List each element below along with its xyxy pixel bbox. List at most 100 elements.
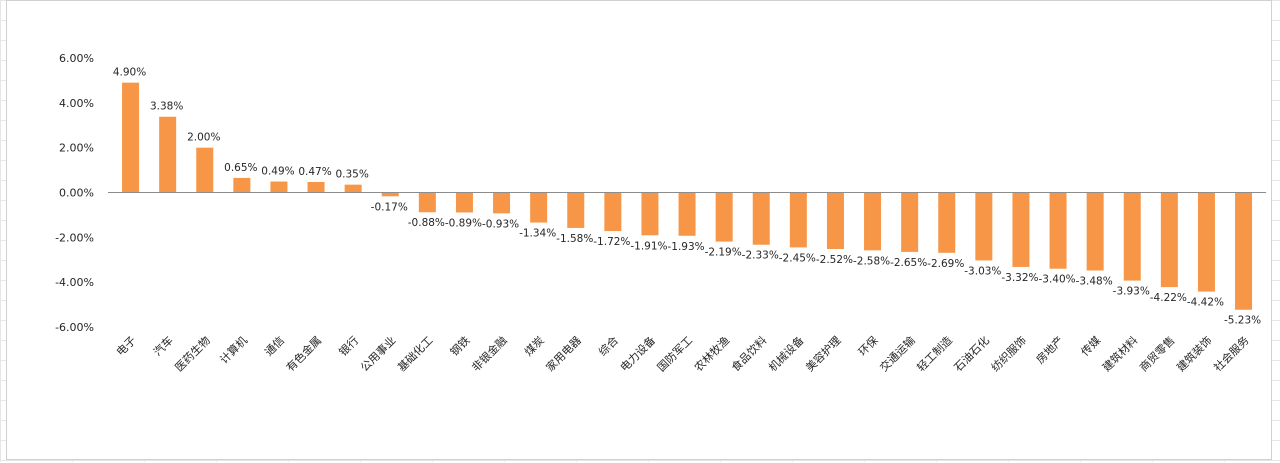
value-label: -2.69% xyxy=(927,258,964,270)
category-label: 建筑装饰 xyxy=(1174,333,1215,374)
bar-30[interactable] xyxy=(1235,192,1253,310)
y-tick-label: 6.00% xyxy=(59,52,94,65)
value-label: -0.89% xyxy=(445,217,482,229)
category-label: 商贸零售 xyxy=(1136,333,1177,374)
y-axis: 6.00% 4.00% 2.00% 0.00% -2.00% -4.00% -6.00% xyxy=(55,52,94,334)
value-label: -1.93% xyxy=(667,241,704,253)
bar-29[interactable] xyxy=(1197,192,1215,292)
bar-17[interactable] xyxy=(752,192,770,245)
bar-18[interactable] xyxy=(789,192,807,248)
bar-chart: 6.00% 4.00% 2.00% 0.00% -2.00% -4.00% -6.00% 4… xyxy=(55,52,1267,374)
bar-15[interactable] xyxy=(678,192,696,236)
bar-26[interactable] xyxy=(1086,192,1104,271)
category-label: 机械设备 xyxy=(765,333,806,374)
category-label: 医药生物 xyxy=(172,333,213,374)
bar-23[interactable] xyxy=(975,192,993,261)
category-label: 房地产 xyxy=(1033,333,1066,366)
value-label: 0.35% xyxy=(335,169,368,181)
bar-4[interactable] xyxy=(270,181,288,193)
category-label: 农林牧渔 xyxy=(691,333,732,374)
value-label: -4.22% xyxy=(1150,292,1187,304)
bar-10[interactable] xyxy=(493,192,511,214)
bar-8[interactable] xyxy=(418,192,436,213)
category-label: 通信 xyxy=(262,334,287,359)
y-tick-label: 4.00% xyxy=(59,97,94,110)
value-label: -0.17% xyxy=(371,201,408,213)
bar-12[interactable] xyxy=(567,192,585,228)
value-label: 3.38% xyxy=(150,101,183,113)
category-label: 计算机 xyxy=(217,333,250,366)
value-label: 0.49% xyxy=(261,166,294,178)
y-tick-label: -4.00% xyxy=(55,276,94,289)
bar-9[interactable] xyxy=(455,192,473,213)
value-label: 0.47% xyxy=(298,166,331,178)
value-label: -2.19% xyxy=(705,247,742,259)
category-label: 有色金属 xyxy=(283,333,324,374)
value-label: -4.42% xyxy=(1187,297,1224,309)
value-label: -3.03% xyxy=(964,265,1001,277)
chart-area[interactable]: 6.00% 4.00% 2.00% 0.00% -2.00% -4.00% -6.00% 4… xyxy=(6,0,1272,460)
category-label: 综合 xyxy=(596,333,621,358)
bar-1[interactable] xyxy=(159,116,177,193)
x-axis-category-labels: 电子 汽车医药生物 计算机 通信有色金属 银行公用事业基础化工 钢铁非银金融 煤炭家用电器综… xyxy=(114,333,1252,374)
y-tick-label: -2.00% xyxy=(55,231,94,244)
value-label: 0.65% xyxy=(224,162,257,174)
category-label: 石油石化 xyxy=(951,333,992,374)
category-label: 电力设备 xyxy=(617,333,658,374)
bar-11[interactable] xyxy=(530,192,548,223)
bar-27[interactable] xyxy=(1123,192,1141,281)
bar-2[interactable] xyxy=(196,147,214,193)
bar-28[interactable] xyxy=(1160,192,1178,288)
y-tick-label: -6.00% xyxy=(55,321,94,334)
bar-16[interactable] xyxy=(715,192,733,242)
bar-6[interactable] xyxy=(344,184,362,193)
category-label: 美容护理 xyxy=(803,333,844,374)
bar-3[interactable] xyxy=(233,177,251,193)
value-label: -3.32% xyxy=(1001,272,1038,284)
category-label: 社会服务 xyxy=(1211,333,1252,374)
value-label: 2.00% xyxy=(187,132,220,144)
bar-20[interactable] xyxy=(864,192,882,251)
value-label: -2.33% xyxy=(742,250,779,262)
category-label: 轻工制造 xyxy=(914,333,955,374)
data-labels: 4.90% 3.38% 2.00% 0.65% 0.49% 0.47% 0.35% -0.17… xyxy=(113,67,1261,327)
bar-21[interactable] xyxy=(901,192,919,252)
value-label: -5.23% xyxy=(1224,315,1261,327)
value-label: -1.58% xyxy=(556,233,593,245)
value-label: -1.91% xyxy=(630,240,667,252)
category-label: 银行 xyxy=(336,333,361,358)
y-tick-label: 2.00% xyxy=(59,142,94,155)
category-label: 纺织服饰 xyxy=(988,333,1029,374)
value-label: -1.72% xyxy=(593,236,630,248)
bar-13[interactable] xyxy=(604,192,622,232)
bar-19[interactable] xyxy=(826,192,844,249)
category-label: 交通运输 xyxy=(877,333,918,374)
value-label: -2.52% xyxy=(816,254,853,266)
value-label: 4.90% xyxy=(113,67,146,79)
bar-25[interactable] xyxy=(1049,192,1067,269)
category-label: 传媒 xyxy=(1079,334,1104,359)
category-label: 公用事业 xyxy=(358,334,398,374)
value-label: -0.88% xyxy=(408,217,445,229)
category-label: 建筑材料 xyxy=(1099,333,1140,374)
bar-14[interactable] xyxy=(641,192,659,236)
category-label: 非银金融 xyxy=(469,333,510,374)
bar-22[interactable] xyxy=(938,192,956,253)
category-label: 国防军工 xyxy=(654,333,695,374)
bar-series xyxy=(122,82,1253,310)
category-label: 汽车 xyxy=(150,333,175,358)
value-label: -2.45% xyxy=(779,252,816,264)
bar-7[interactable] xyxy=(381,192,399,197)
value-label: -0.93% xyxy=(482,218,519,230)
value-label: -1.34% xyxy=(519,228,556,240)
category-label: 家用电器 xyxy=(543,333,584,374)
bar-24[interactable] xyxy=(1012,192,1030,267)
category-label: 基础化工 xyxy=(394,333,435,374)
category-label: 电子 xyxy=(114,334,139,359)
category-label: 煤炭 xyxy=(522,334,547,359)
value-label: -3.40% xyxy=(1038,274,1075,286)
bar-0[interactable] xyxy=(122,82,140,193)
category-label: 食品饮料 xyxy=(728,333,769,374)
bar-5[interactable] xyxy=(307,181,325,193)
category-label: 环保 xyxy=(855,333,880,358)
